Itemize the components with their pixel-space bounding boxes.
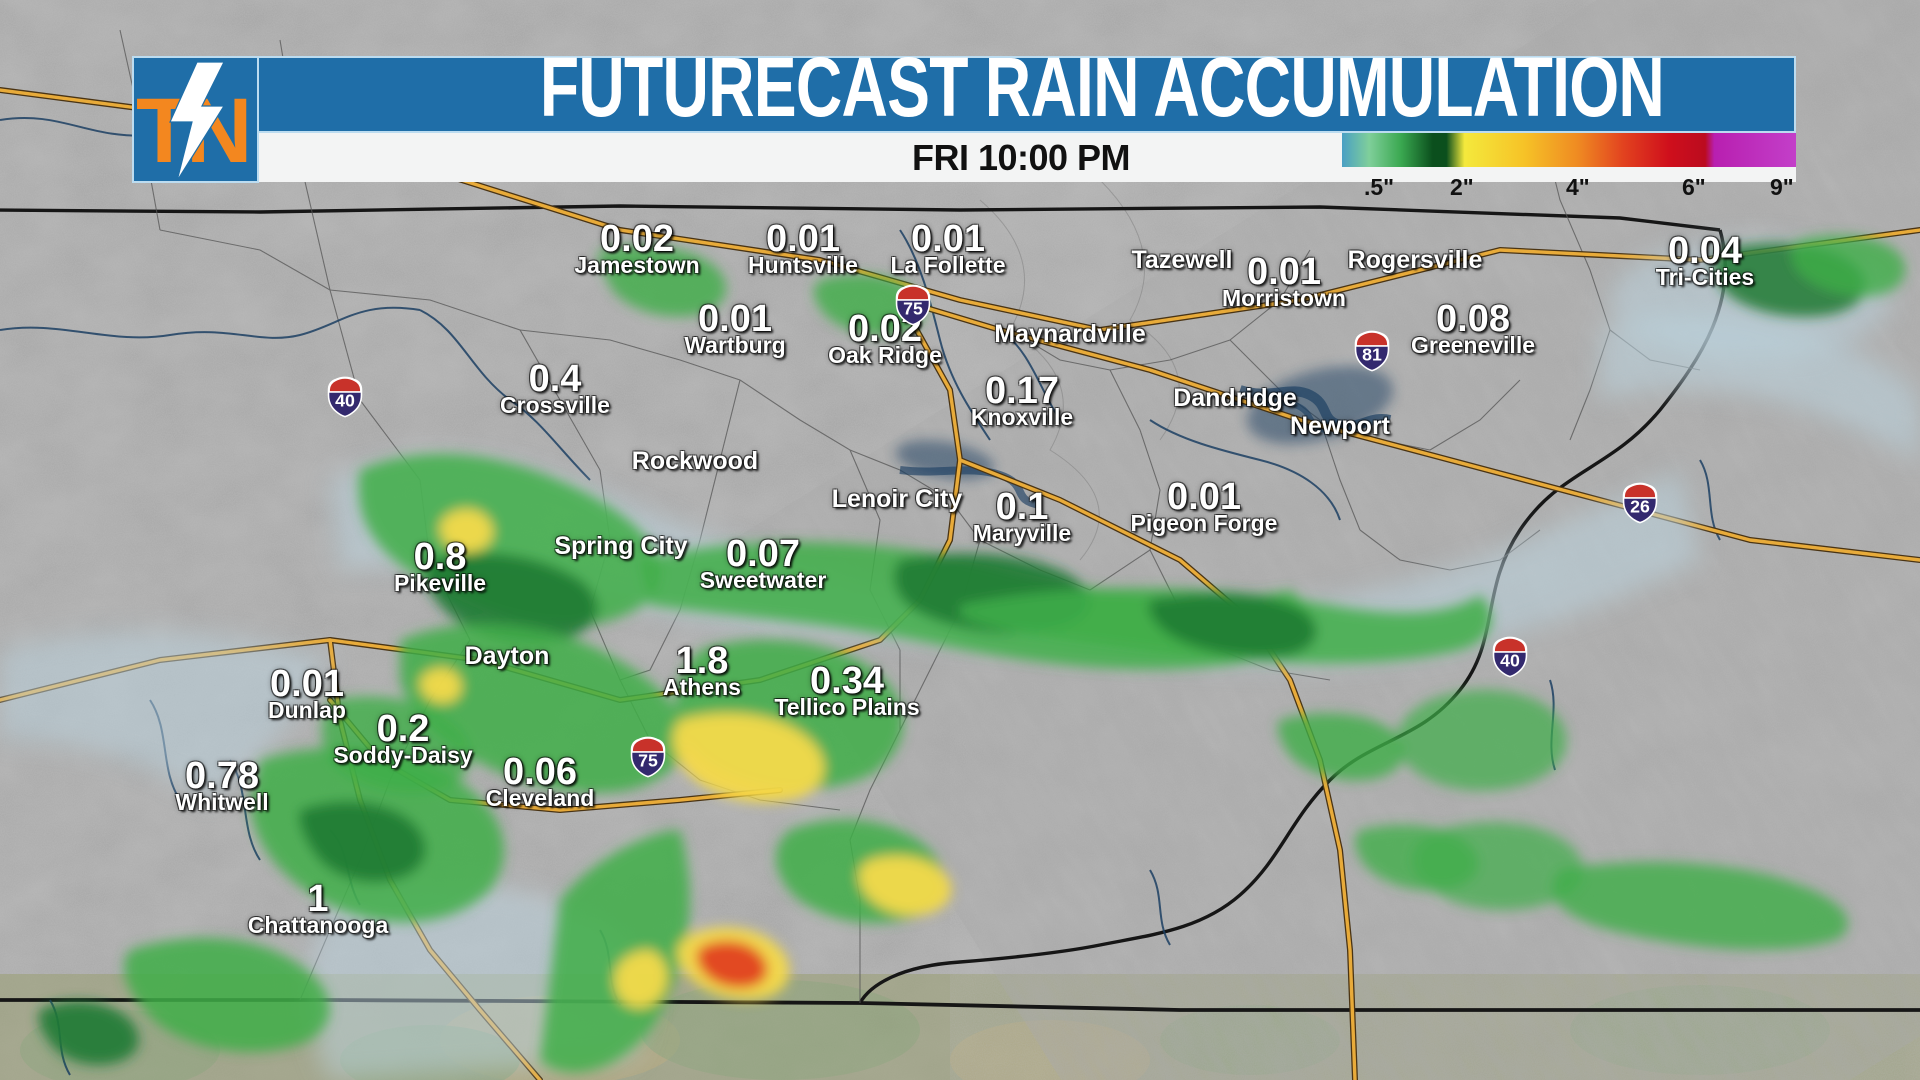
svg-text:FRI 10:00 PM: FRI 10:00 PM — [912, 137, 1130, 178]
svg-text:40: 40 — [1500, 651, 1520, 671]
svg-text:FUTURECAST RAIN ACCUMULATION: FUTURECAST RAIN ACCUMULATION — [540, 56, 1664, 133]
svg-text:75: 75 — [638, 751, 658, 771]
svg-text:6": 6" — [1682, 174, 1706, 200]
svg-text:4": 4" — [1566, 174, 1590, 200]
svg-text:75: 75 — [903, 299, 923, 319]
svg-text:.5": .5" — [1364, 174, 1394, 200]
svg-text:81: 81 — [1362, 345, 1382, 365]
svg-text:26: 26 — [1630, 497, 1650, 517]
svg-text:2": 2" — [1450, 174, 1474, 200]
svg-text:40: 40 — [335, 391, 355, 411]
svg-text:9": 9" — [1770, 174, 1794, 200]
